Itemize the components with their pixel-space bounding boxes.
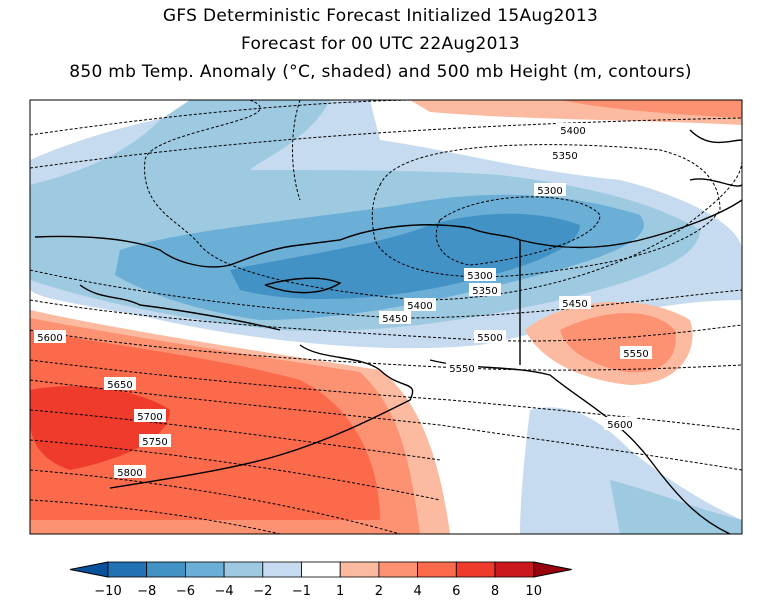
contour-label: 5550 <box>623 349 648 360</box>
contour-label: 5400 <box>560 126 585 137</box>
contour-label-bg <box>104 377 136 390</box>
contour-label-bg <box>139 434 171 447</box>
map-frame <box>29 99 743 535</box>
contour-label: 5350 <box>552 151 577 162</box>
contour-label-bg <box>474 330 506 343</box>
anomaly-band-plus-2-top <box>560 100 742 118</box>
contour-label: 5350 <box>472 286 497 297</box>
contour-label: 5600 <box>37 333 62 344</box>
title-line-3: 850 mb Temp. Anomaly (°C, shaded) and 50… <box>69 62 692 82</box>
colorbar-segment <box>146 561 186 578</box>
colorbar-segment <box>262 561 302 578</box>
contour-label: 5300 <box>537 186 562 197</box>
colorbar: −10 −8 −6 −4 −2 −1 1 2 4 6 8 10 <box>69 561 572 599</box>
colorbar-segment <box>378 561 418 578</box>
contour-label-bg <box>114 465 146 478</box>
contour-label-bg <box>534 183 566 196</box>
colorbar-tick-label: −4 <box>215 584 234 599</box>
colorbar-segment <box>417 561 457 578</box>
colorbar-segment <box>339 561 380 578</box>
contour-label-bg <box>549 148 581 161</box>
colorbar-tick-label: −1 <box>292 584 311 599</box>
colorbar-tick-label: −6 <box>176 584 195 599</box>
anomaly-band-plus-6-sw <box>30 386 170 470</box>
contour-label-bg <box>134 409 166 422</box>
contour-label-bg <box>620 346 652 359</box>
title-line-2: Forecast for 00 UTC 22Aug2013 <box>240 34 521 54</box>
contour-label: 5750 <box>142 437 167 448</box>
colorbar-segment <box>223 561 264 578</box>
height-contours <box>30 100 742 534</box>
contour-label: 5650 <box>107 380 132 391</box>
colorbar-tick-label: 8 <box>491 584 499 599</box>
contour-labels: 5400535053005300535054005450545055005550… <box>34 123 652 479</box>
contour-label-bg <box>34 330 66 343</box>
contour-label: 5450 <box>382 314 407 325</box>
colorbar-high-arrow <box>533 561 572 578</box>
title-line-1: GFS Deterministic Forecast Initialized 1… <box>162 6 599 26</box>
colorbar-tick-label: −2 <box>253 584 272 599</box>
anomaly-band-minus-2-se <box>610 480 742 534</box>
contour-label: 5800 <box>117 468 142 479</box>
colorbar-tick-label: −8 <box>137 584 156 599</box>
contour-label-bg <box>469 283 501 296</box>
colorbar-segment <box>301 561 341 578</box>
contour-label-bg <box>559 296 591 309</box>
contour-label: 5300 <box>467 271 492 282</box>
colorbar-tick-label: −10 <box>94 584 121 599</box>
contour-label: 5500 <box>477 333 502 344</box>
colorbar-tick-label: 2 <box>375 584 383 599</box>
colorbar-tick-label: 4 <box>413 584 421 599</box>
contour-label-bg <box>464 268 496 281</box>
colorbar-tick-label: 6 <box>452 584 460 599</box>
colorbar-tick-label: 10 <box>525 584 542 599</box>
anomaly-band-minus-1-se <box>520 407 742 534</box>
coastlines <box>34 129 742 534</box>
contour-label-bg <box>557 123 589 136</box>
colorbar-low-arrow <box>69 561 109 578</box>
contour-label: 5400 <box>407 301 432 312</box>
contour-label-bg <box>404 298 436 311</box>
colorbar-segment <box>107 561 148 578</box>
contour-label-bg <box>446 361 478 374</box>
colorbar-tick-label: 1 <box>336 584 344 599</box>
contour-label: 5450 <box>562 299 587 310</box>
colorbar-segment <box>455 561 496 578</box>
contour-label-bg <box>379 311 411 324</box>
contour-label: 5550 <box>449 364 474 375</box>
contour-label: 5700 <box>137 412 162 423</box>
contour-label: 5600 <box>607 420 632 431</box>
contour-label-bg <box>604 417 636 430</box>
colorbar-segment <box>184 561 225 578</box>
colorbar-segment <box>494 561 535 578</box>
